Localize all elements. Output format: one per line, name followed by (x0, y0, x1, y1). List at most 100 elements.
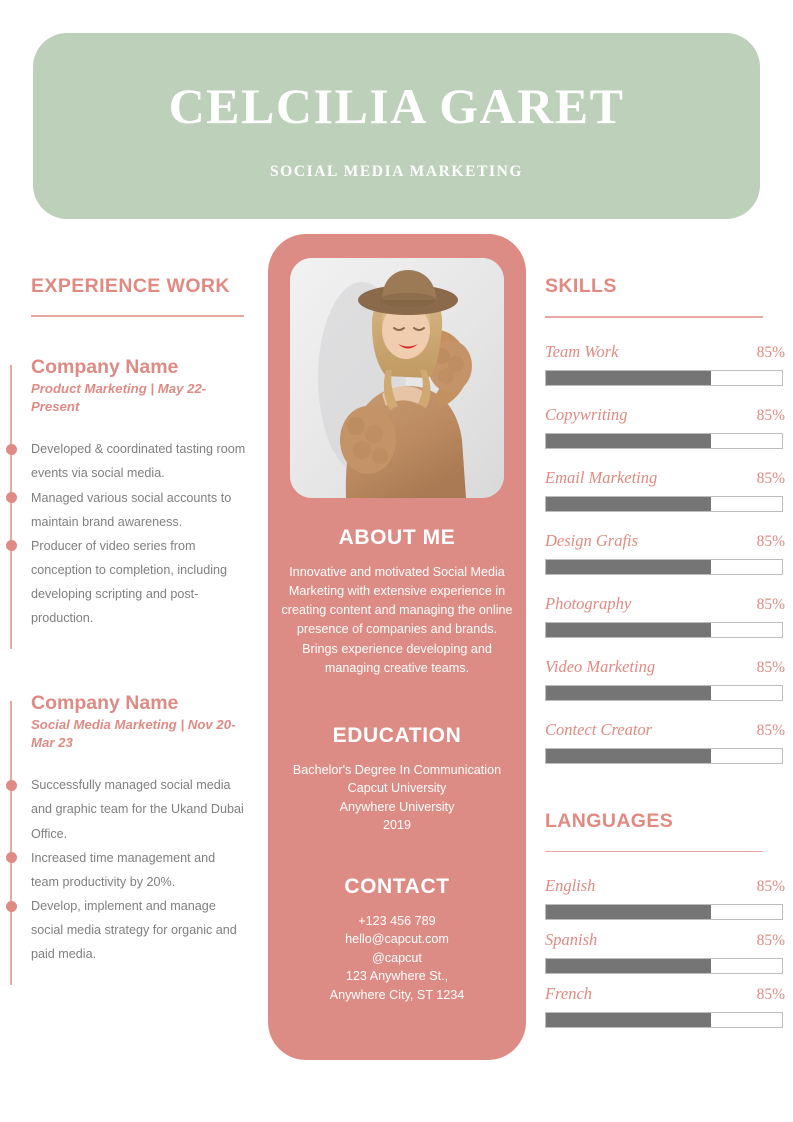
profile-card: ABOUT ME Innovative and motivated Social… (268, 234, 526, 1060)
header-band: CELCILIA GARET SOCIAL MEDIA MARKETING (33, 33, 760, 219)
skill-label: Team Work (545, 341, 619, 361)
education-line: 2019 (382, 818, 412, 833)
job-bullet-list: Successfully managed social media and gr… (31, 773, 262, 966)
language-percent: 85% (756, 932, 785, 949)
timeline-dot (5, 540, 17, 552)
skill-progress-bar (545, 621, 783, 638)
header-subtitle: SOCIAL MEDIA MARKETING (269, 163, 524, 180)
skills-column: SKILLS Team Work 85% Copywriting 85% Email M… (545, 275, 785, 1038)
skill-item: Team Work 85% (545, 342, 785, 386)
languages-list: English 85% Spanish 85% French 85% (545, 876, 785, 1028)
about-me-section: ABOUT ME Innovative and motivated Social… (268, 526, 526, 678)
experience-divider (31, 315, 244, 317)
skill-item: Copywriting 85% (545, 405, 785, 449)
language-label: English (545, 876, 596, 895)
contact-line: +123 456 789 (358, 914, 436, 928)
portrait-photo-icon (290, 258, 504, 498)
skill-progress-fill (546, 433, 712, 448)
language-progress-bar (545, 904, 783, 920)
timeline-line (10, 700, 12, 985)
skills-divider (545, 316, 763, 318)
skill-header: Design Grafis 85% (545, 531, 785, 551)
skill-percent: 85% (756, 343, 785, 361)
skill-progress-bar (545, 558, 783, 575)
contact-line: hello@capcut.com (345, 932, 449, 947)
skill-label: Email Marketing (545, 467, 658, 487)
company-name: Company Name (31, 691, 179, 714)
education-title: EDUCATION (332, 724, 462, 747)
skill-percent: 85% (756, 406, 785, 424)
languages-section-title: LANGUAGES (545, 809, 674, 832)
experience-entry: Company Name Product Marketing | May 22-P… (0, 355, 262, 649)
skill-item: Design Grafis 85% (545, 531, 785, 575)
languages-section: LANGUAGES English 85% Spanish 85% French 85% (545, 809, 785, 1028)
skill-header: Email Marketing 85% (545, 468, 785, 488)
company-name: Company Name (31, 355, 179, 378)
contact-section: CONTACT +123 456 789 hello@capcut.com @cap… (268, 875, 526, 1004)
skill-header: Photography 85% (545, 594, 785, 614)
language-item: French 85% (545, 984, 785, 1028)
contact-lines: +123 456 789 hello@capcut.com @capcut 123 A… (268, 912, 526, 1004)
skill-progress-bar (545, 432, 783, 449)
timeline-dot (5, 443, 17, 455)
language-progress-fill (546, 959, 712, 973)
skill-progress-bar (545, 684, 783, 701)
skill-percent: 85% (756, 469, 785, 487)
contact-line: @capcut (372, 950, 422, 965)
skill-item: Video Marketing 85% (545, 657, 785, 701)
job-bullet-list: Developed & coordinated tasting room eve… (31, 437, 262, 630)
skill-progress-fill (546, 370, 712, 385)
avatar (290, 258, 504, 498)
language-label: Spanish (545, 930, 598, 949)
skill-label: Contect Creator (545, 719, 653, 739)
job-bullet: Producer of video series from conception… (31, 538, 228, 626)
education-line: Capcut University (347, 781, 447, 796)
experience-job-list: Company Name Product Marketing | May 22-P… (0, 355, 262, 985)
job-bullet: Managed various social accounts to maint… (31, 490, 232, 529)
skills-section-title: SKILLS (545, 275, 617, 297)
language-header: Spanish 85% (545, 930, 785, 950)
language-progress-bar (545, 1012, 783, 1028)
language-percent: 85% (756, 878, 785, 895)
job-role-dates: Social Media Marketing | Nov 20-Mar 23 (31, 717, 236, 750)
skill-item: Contect Creator 85% (545, 720, 785, 764)
contact-line: Anywhere City, ST 1234 (329, 987, 465, 1002)
languages-divider (545, 850, 763, 852)
about-me-title: ABOUT ME (338, 526, 456, 549)
job-role-dates: Product Marketing | May 22-Present (31, 381, 207, 414)
skill-item: Email Marketing 85% (545, 468, 785, 512)
skill-progress-bar (545, 495, 783, 512)
skill-label: Photography (545, 593, 632, 613)
skill-item: Photography 85% (545, 594, 785, 638)
skill-progress-bar (545, 369, 783, 386)
skill-progress-fill (546, 748, 712, 763)
skill-header: Contect Creator 85% (545, 720, 785, 740)
language-progress-bar (545, 958, 783, 974)
skill-header: Team Work 85% (545, 342, 785, 362)
education-line: Bachelor's Degree In Communication (292, 763, 502, 777)
timeline-dot (5, 492, 17, 504)
language-progress-fill (546, 905, 712, 919)
skill-label: Design Grafis (545, 530, 639, 550)
job-bullet: Developed & coordinated tasting room eve… (31, 442, 246, 481)
language-header: English 85% (545, 876, 785, 896)
language-item: Spanish 85% (545, 930, 785, 974)
job-bullet: Successfully managed social media and gr… (31, 778, 244, 841)
experience-section-title: EXPERIENCE WORK (31, 275, 230, 297)
skill-progress-fill (546, 685, 712, 700)
language-item: English 85% (545, 876, 785, 920)
skill-percent: 85% (756, 658, 785, 676)
skill-progress-fill (546, 622, 712, 637)
contact-line: 123 Anywhere St., (345, 969, 449, 984)
experience-entry: Company Name Social Media Marketing | Nov… (0, 691, 262, 985)
language-percent: 85% (756, 986, 785, 1003)
experience-column: EXPERIENCE WORK Company Name Product Mark… (0, 275, 262, 985)
language-label: French (545, 984, 593, 1003)
skill-percent: 85% (756, 532, 785, 550)
skill-percent: 85% (756, 721, 785, 739)
contact-title: CONTACT (344, 875, 450, 898)
about-me-text: Innovative and motivated Social Media Ma… (281, 565, 513, 675)
skill-progress-bar (545, 747, 783, 764)
page-title: CELCILIA GARET (168, 78, 625, 134)
timeline-dot (5, 900, 17, 912)
